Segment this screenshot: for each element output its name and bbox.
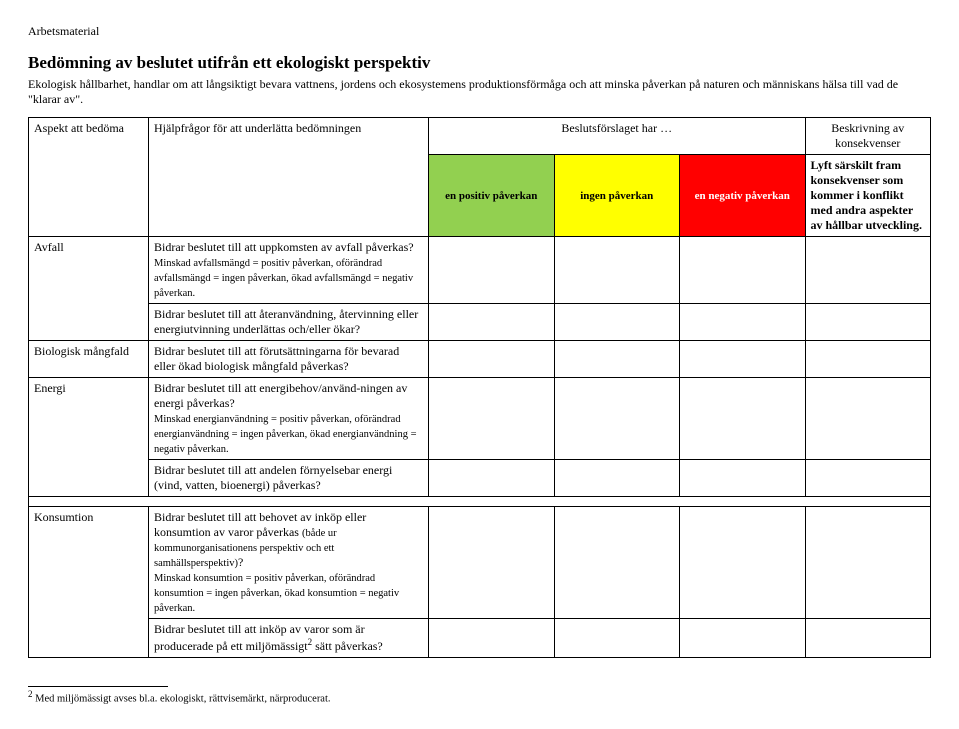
cell-none (554, 460, 680, 497)
table-row: Avfall Bidrar beslutet till att uppkomst… (29, 237, 931, 304)
cell-neg (680, 341, 806, 378)
help-cell: Bidrar beslutet till att förutsättningar… (149, 341, 429, 378)
cell-neg (680, 378, 806, 460)
cell-pos (429, 237, 555, 304)
cell-neg (680, 304, 806, 341)
cell-desc (805, 619, 931, 658)
cell-neg (680, 237, 806, 304)
cell-pos (429, 460, 555, 497)
col-none-header: ingen påverkan (554, 155, 680, 237)
col-negative-header: en negativ påverkan (680, 155, 806, 237)
col-desc-sub: Lyft särskilt fram konsekvenser som komm… (805, 155, 931, 237)
col-positive-header: en positiv påverkan (429, 155, 555, 237)
help-cell: Bidrar beslutet till att återanvändning,… (149, 304, 429, 341)
table-row: Energi Bidrar beslutet till att energibe… (29, 378, 931, 460)
help-q-small: Minskad avfallsmängd = positiv påverkan,… (154, 258, 413, 299)
cell-none (554, 341, 680, 378)
page-title: Bedömning av beslutet utifrån ett ekolog… (28, 53, 931, 73)
cell-desc (805, 304, 931, 341)
table-row: Bidrar beslutet till att andelen förnyel… (29, 460, 931, 497)
cell-neg (680, 460, 806, 497)
cell-none (554, 304, 680, 341)
table-row: Bidrar beslutet till att återanvändning,… (29, 304, 931, 341)
col-proposal-header: Beslutsförslaget har … (429, 118, 806, 155)
intro-text: Ekologisk hållbarhet, handlar om att lån… (28, 77, 928, 107)
cell-pos (429, 304, 555, 341)
table-header-row-1: Aspekt att bedöma Hjälpfrågor för att un… (29, 118, 931, 155)
help-q-small: Minskad energianvändning = positiv påver… (154, 414, 417, 455)
col-aspect-header: Aspekt att bedöma (29, 118, 149, 237)
cell-desc (805, 378, 931, 460)
aspect-konsumtion: Konsumtion (29, 507, 149, 658)
help-q-small: Minskad konsumtion = positiv påverkan, o… (154, 573, 399, 614)
footnote: 2 Med miljömässigt avses bl.a. ekologisk… (28, 689, 931, 705)
help-cell: Bidrar beslutet till att uppkomsten av a… (149, 237, 429, 304)
cell-none (554, 237, 680, 304)
help-cell: Bidrar beslutet till att andelen förnyel… (149, 460, 429, 497)
table-row: Konsumtion Bidrar beslutet till att beho… (29, 507, 931, 619)
cell-neg (680, 507, 806, 619)
footnote-separator (28, 686, 168, 687)
help-cell: Bidrar beslutet till att behovet av inkö… (149, 507, 429, 619)
cell-pos (429, 378, 555, 460)
cell-none (554, 507, 680, 619)
aspect-bio: Biologisk mångfald (29, 341, 149, 378)
table-row: Bidrar beslutet till att inköp av varor … (29, 619, 931, 658)
cell-desc (805, 507, 931, 619)
help-q: Bidrar beslutet till att uppkomsten av a… (154, 240, 414, 254)
footnote-text: Med miljömässigt avses bl.a. ekologiskt,… (33, 694, 331, 705)
cell-none (554, 378, 680, 460)
col-help-header: Hjälpfrågor för att underlätta bedömning… (149, 118, 429, 237)
cell-desc (805, 341, 931, 378)
header-label: Arbetsmaterial (28, 24, 931, 39)
help-cell: Bidrar beslutet till att energibehov/anv… (149, 378, 429, 460)
col-desc-header: Beskrivning av konsekvenser (805, 118, 931, 155)
help-q-part: sätt påverkas? (312, 639, 383, 653)
cell-neg (680, 619, 806, 658)
cell-pos (429, 341, 555, 378)
aspect-energi: Energi (29, 378, 149, 497)
cell-desc (805, 237, 931, 304)
table-row: Biologisk mångfald Bidrar beslutet till … (29, 341, 931, 378)
assessment-table: Aspekt att bedöma Hjälpfrågor för att un… (28, 117, 931, 658)
help-cell: Bidrar beslutet till att inköp av varor … (149, 619, 429, 658)
help-q: Bidrar beslutet till att energibehov/anv… (154, 381, 407, 410)
cell-pos (429, 507, 555, 619)
cell-desc (805, 460, 931, 497)
cell-none (554, 619, 680, 658)
aspect-avfall: Avfall (29, 237, 149, 341)
cell-pos (429, 619, 555, 658)
help-q-part: ? (238, 555, 243, 569)
table-spacer (29, 497, 931, 507)
